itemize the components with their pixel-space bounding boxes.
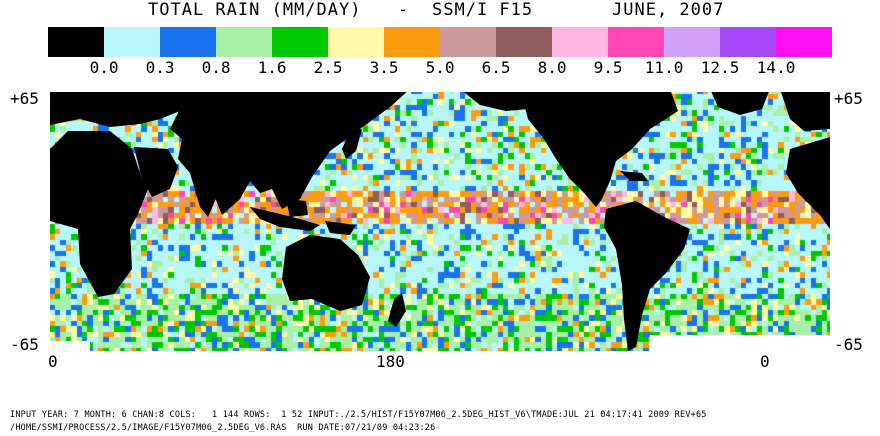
japan-islands: [342, 129, 362, 159]
new-zealand-islands: [388, 293, 406, 327]
continents-layer: [50, 89, 830, 351]
map-title: TOTAL RAIN (MM/DAY) - SSM/I F15 JUNE, 20…: [0, 0, 880, 20]
legend-swatch-11: [664, 27, 720, 57]
lat-bottom-right: -65: [834, 335, 863, 354]
legend-label: 6.5: [481, 58, 511, 77]
greenland-landmass: [710, 89, 770, 115]
legend-label: 0.0: [89, 58, 119, 77]
color-legend-labels: 0.0 0.3 0.8 1.6 2.5 3.5 5.0 6.5 8.0 9.5 11.0 12.5 14…: [48, 58, 832, 78]
alaska-landmass: [460, 89, 528, 111]
europe-landmass: [50, 89, 220, 127]
india-landmass: [190, 173, 220, 217]
lon-label-mid: 180: [376, 352, 405, 371]
legend-label: 0.3: [145, 58, 175, 77]
title-separator: -: [398, 0, 410, 20]
arabia-landmass: [134, 147, 178, 197]
indonesia-islands: [250, 207, 320, 231]
legend-label: 5.0: [425, 58, 455, 77]
legend-swatch-4: [272, 27, 328, 57]
lat-top-left: +65: [10, 89, 39, 108]
lon-label-right: 0: [760, 352, 770, 371]
lat-top-right: +65: [834, 89, 863, 108]
legend-swatch-10: [608, 27, 664, 57]
rainfall-map: [50, 89, 830, 351]
legend-swatch-7: [440, 27, 496, 57]
legend-label: 0.8: [201, 58, 231, 77]
legend-swatch-13: [776, 27, 832, 57]
footer-line-1: INPUT YEAR: 7 MONTH: 6 CHAN:8 COLS: 1 14…: [10, 410, 707, 420]
legend-swatch-6: [384, 27, 440, 57]
africa-landmass: [50, 131, 148, 297]
antarctic-sea-ice-left: [50, 341, 90, 351]
legend-swatch-9: [552, 27, 608, 57]
legend-swatch-3: [216, 27, 272, 57]
legend-label: 9.5: [593, 58, 623, 77]
europe-wrap-right: [780, 89, 830, 131]
legend-label: 2.5: [313, 58, 343, 77]
arctic-sea-ice: [50, 89, 830, 92]
footer-line-2: /HOME/SSMI/PROCESS/2.5/IMAGE/F15Y07M06_2…: [10, 423, 436, 433]
new-guinea-island: [325, 221, 356, 235]
north-america-landmass: [520, 89, 678, 207]
legend-swatch-12: [720, 27, 776, 57]
legend-swatch-5: [328, 27, 384, 57]
south-america-landmass: [604, 201, 690, 351]
legend-label: 8.0: [537, 58, 567, 77]
legend-swatch-8: [496, 27, 552, 57]
australia-landmass: [282, 235, 370, 311]
legend-swatch-1: [104, 27, 160, 57]
legend-label: 1.6: [257, 58, 287, 77]
antarctic-sea-ice: [650, 335, 830, 351]
legend-swatch-2: [160, 27, 216, 57]
title-instrument: SSM/I F15: [432, 0, 534, 20]
asia-landmass: [170, 89, 410, 215]
lon-label-left: 0: [48, 352, 58, 371]
legend-label: 14.0: [756, 58, 796, 77]
legend-label: 3.5: [369, 58, 399, 77]
borneo-island: [286, 199, 308, 217]
title-product: TOTAL RAIN (MM/DAY): [148, 0, 362, 20]
legend-label: 11.0: [644, 58, 684, 77]
color-legend-bar: [48, 27, 832, 57]
legend-label: 12.5: [700, 58, 740, 77]
caribbean-islands: [620, 171, 648, 181]
title-period: JUNE, 2007: [612, 0, 725, 20]
lat-bottom-left: -65: [10, 335, 39, 354]
legend-swatch-0: [48, 27, 104, 57]
africa-wrap-right: [786, 137, 830, 229]
